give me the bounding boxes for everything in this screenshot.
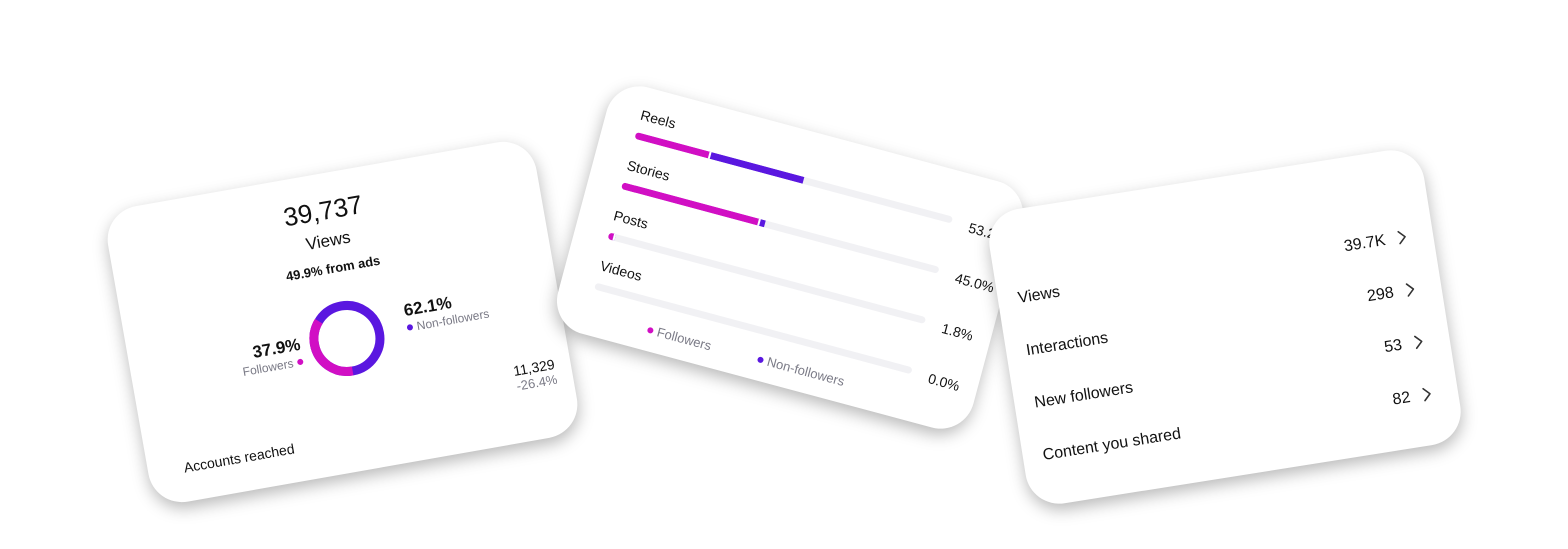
legend-non-followers-label: Non-followers bbox=[765, 353, 847, 389]
non-followers-share: 62.1% Non-followers bbox=[402, 280, 526, 334]
legend-followers: Followers bbox=[646, 322, 713, 353]
summary-row-value: 82 bbox=[1391, 388, 1412, 409]
insights-summary-card: Views 39.7K Interactions 298 New followe… bbox=[984, 145, 1466, 509]
chevron-right-icon bbox=[1397, 230, 1406, 245]
summary-row-label: Content you shared bbox=[1041, 425, 1183, 464]
legend-non-followers: Non-followers bbox=[756, 351, 846, 389]
summary-row-value: 298 bbox=[1366, 284, 1396, 306]
views-breakdown-card: 39,737 Views 49.9% from ads 37.9% Follow… bbox=[102, 136, 583, 508]
bar-non-followers-segment bbox=[757, 218, 766, 228]
donut-followers-arc bbox=[309, 300, 385, 376]
donut-non-followers-arc bbox=[309, 300, 385, 376]
summary-row-content-shared[interactable]: Content you shared 82 bbox=[1042, 385, 1441, 469]
content-row-pct: 45.0% bbox=[953, 269, 996, 296]
bar-followers-segment bbox=[594, 282, 596, 290]
summary-row-label: Interactions bbox=[1024, 329, 1110, 360]
accounts-reached-stats: 11,329 -26.4% bbox=[512, 356, 559, 395]
accounts-reached-label: Accounts reached bbox=[182, 440, 296, 476]
chevron-right-icon bbox=[1414, 335, 1423, 350]
non-followers-dot-icon bbox=[756, 355, 765, 364]
summary-row-views[interactable]: Views 39.7K bbox=[1017, 228, 1416, 312]
followers-donut-chart bbox=[309, 300, 385, 376]
non-followers-dot-icon bbox=[406, 323, 414, 331]
summary-row-label: New followers bbox=[1033, 379, 1135, 412]
followers-share: 37.9% Followers bbox=[228, 335, 305, 381]
content-type-breakdown-card: Reels 53.2% Stories 45.0% Posts 1.8% V bbox=[549, 78, 1031, 437]
followers-dot-icon bbox=[296, 358, 304, 366]
legend-followers-label: Followers bbox=[655, 324, 713, 354]
content-row-pct: 1.8% bbox=[939, 320, 975, 344]
summary-row-label: Views bbox=[1016, 283, 1062, 307]
summary-row-new-followers[interactable]: New followers 53 bbox=[1033, 332, 1432, 416]
bar-non-followers-segment bbox=[612, 233, 617, 241]
chevron-right-icon bbox=[1405, 283, 1415, 297]
chevron-right-icon bbox=[1422, 387, 1431, 402]
content-row-pct: 0.0% bbox=[926, 370, 962, 394]
summary-row-value: 39.7K bbox=[1342, 231, 1387, 256]
followers-dot-icon bbox=[646, 326, 655, 334]
summary-row-interactions[interactable]: Interactions 298 bbox=[1025, 280, 1424, 364]
summary-row-value: 53 bbox=[1383, 336, 1404, 357]
